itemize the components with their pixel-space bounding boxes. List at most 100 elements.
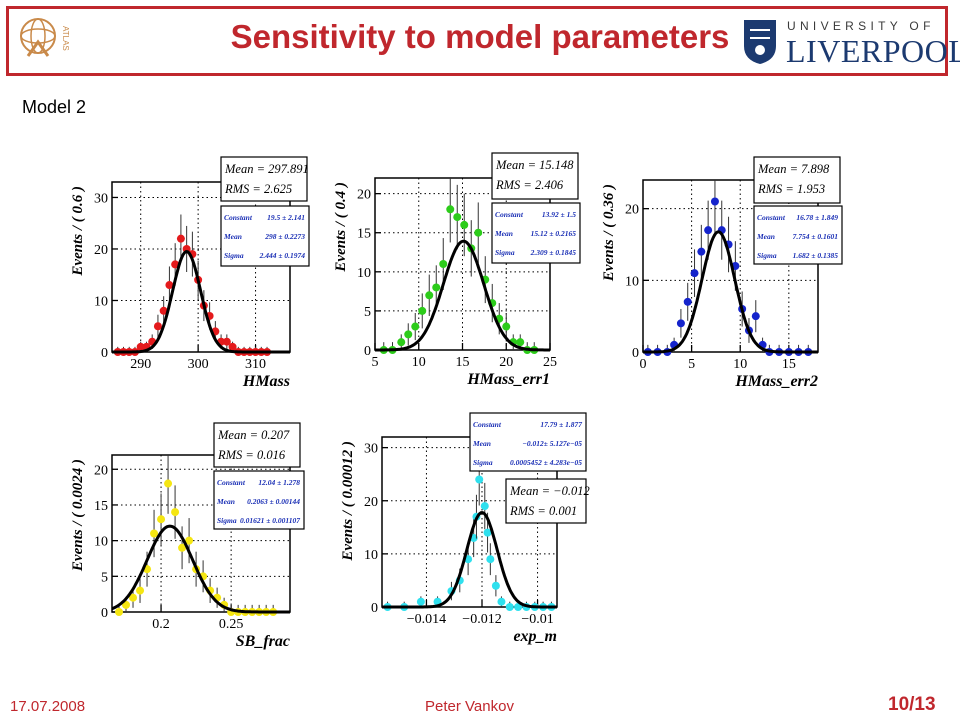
data-point xyxy=(248,608,257,616)
data-point xyxy=(497,597,506,606)
data-point xyxy=(115,608,124,616)
data-point xyxy=(192,565,201,574)
data-point xyxy=(388,346,397,354)
y-tick-label: 0 xyxy=(632,346,639,361)
plot-frame xyxy=(374,177,551,351)
data-point xyxy=(119,348,128,356)
data-point xyxy=(663,348,672,356)
fit-param-value: 0.0005452 ± 4.283e−05 xyxy=(510,458,582,467)
data-point xyxy=(199,301,208,310)
y-tick-label: 20 xyxy=(625,203,639,218)
data-point xyxy=(227,608,236,616)
data-point xyxy=(547,603,556,611)
fit-param-name: Mean xyxy=(756,232,775,241)
data-point xyxy=(539,603,548,611)
footer-date: 17.07.2008 xyxy=(10,698,86,715)
stats-box xyxy=(753,156,841,204)
data-point xyxy=(217,337,226,346)
y-tick-label: 5 xyxy=(101,570,108,585)
data-point xyxy=(794,348,803,356)
y-axis-label: Events / ( 0.4 ) xyxy=(333,182,349,273)
x-axis-label: HMass_err1 xyxy=(466,371,550,388)
data-point xyxy=(530,346,539,354)
liverpool-shield-icon xyxy=(744,20,776,64)
data-point xyxy=(717,226,726,235)
data-point xyxy=(150,529,159,538)
x-tick-label: 20 xyxy=(499,355,513,370)
data-point xyxy=(176,234,185,243)
x-tick-label: 10 xyxy=(412,355,426,370)
fit-param-name: Sigma xyxy=(473,458,493,467)
y-tick-label: 20 xyxy=(94,463,108,478)
fit-params-box xyxy=(220,205,310,267)
plot-frame xyxy=(642,179,819,353)
y-tick-label: 15 xyxy=(94,499,108,514)
y-axis-label: Events / ( 0.6 ) xyxy=(70,186,86,277)
plot-frame xyxy=(111,181,291,353)
stats-entry: Mean = 7.898 xyxy=(757,162,830,176)
data-point xyxy=(447,587,456,596)
data-point xyxy=(425,291,434,300)
y-axis-label: Events / ( 0.0024 ) xyxy=(70,459,86,572)
data-point xyxy=(234,348,243,356)
data-point xyxy=(495,314,504,323)
data-point xyxy=(676,319,685,328)
fit-curve xyxy=(112,250,290,354)
stats-box xyxy=(491,152,579,200)
x-tick-label: 0 xyxy=(640,357,647,372)
data-point xyxy=(153,322,162,331)
y-tick-label: 10 xyxy=(625,274,639,289)
x-tick-label: 290 xyxy=(130,357,151,372)
y-tick-label: 30 xyxy=(94,191,108,206)
fit-param-name: Constant xyxy=(757,213,786,222)
x-tick-label: 25 xyxy=(543,355,557,370)
data-point xyxy=(474,228,483,237)
data-point xyxy=(171,508,180,517)
data-point xyxy=(432,283,441,292)
fit-param-value: 15.12 ± 0.2165 xyxy=(531,229,577,238)
stats-entry: Mean = 297.891 xyxy=(224,162,309,176)
data-point xyxy=(486,555,495,564)
data-point xyxy=(643,348,652,356)
liverpool-label: LIVERPOOL xyxy=(786,33,960,69)
y-tick-label: 20 xyxy=(94,243,108,258)
data-point xyxy=(516,338,525,347)
fit-param-name: Constant xyxy=(224,213,253,222)
x-axis-label: SB_frac xyxy=(236,633,290,650)
data-point xyxy=(122,600,131,609)
data-point xyxy=(704,226,713,235)
data-point xyxy=(475,475,484,484)
fit-param-value: 2.444 ± 0.1974 xyxy=(259,251,306,260)
x-tick-label: 310 xyxy=(245,357,266,372)
stats-box xyxy=(220,156,308,202)
fit-param-name: Mean xyxy=(494,229,513,238)
y-tick-label: 20 xyxy=(364,495,378,510)
x-tick-label: −0.01 xyxy=(521,612,553,627)
fit-param-value: 0.2063 ± 0.00144 xyxy=(247,497,300,506)
x-tick-label: 10 xyxy=(733,357,747,372)
fit-curve xyxy=(111,524,290,614)
data-point xyxy=(653,348,662,356)
stats-box xyxy=(213,422,301,468)
fit-param-name: Sigma xyxy=(224,251,244,260)
data-point xyxy=(522,603,531,611)
data-point xyxy=(416,597,425,606)
data-point xyxy=(228,342,237,351)
data-point xyxy=(765,348,774,356)
fit-param-name: Constant xyxy=(217,478,246,487)
plot-frame xyxy=(381,436,558,608)
fit-param-name: Constant xyxy=(495,210,524,219)
data-point xyxy=(523,346,532,354)
data-point xyxy=(194,275,203,284)
fit-param-name: Sigma xyxy=(495,248,515,257)
data-point xyxy=(142,342,151,351)
data-point xyxy=(710,197,719,206)
x-tick-label: 5 xyxy=(688,357,695,372)
data-point xyxy=(744,326,753,335)
fit-param-value: 298 ± 0.2273 xyxy=(264,232,305,241)
y-tick-label: 0 xyxy=(371,601,378,616)
model-label: Model 2 xyxy=(22,97,87,117)
